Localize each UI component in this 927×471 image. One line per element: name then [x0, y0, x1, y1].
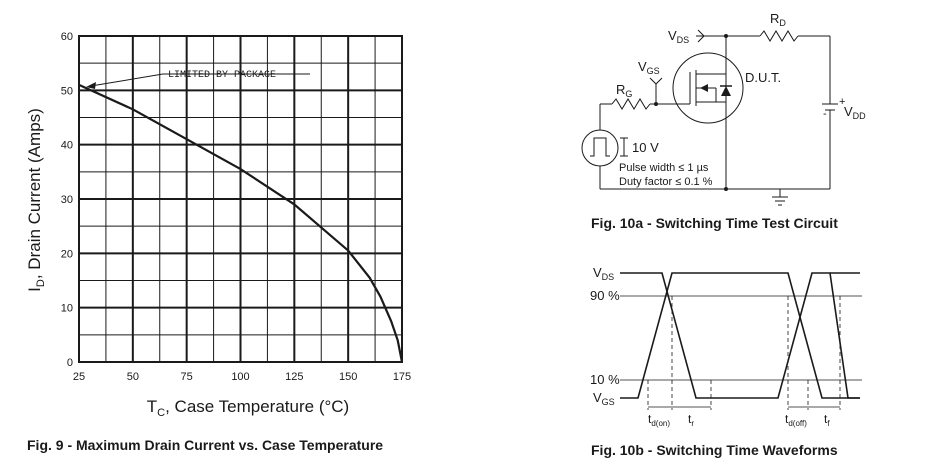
y-tick-label: 0 — [67, 357, 73, 369]
fig10a-test-circuit: VDS RD VGS RG D.U.T. + - VDD 10 V Pulse … — [560, 0, 927, 240]
x-tick-label: 100 — [231, 371, 249, 383]
x-tick-label: 175 — [393, 371, 411, 383]
resistor-rd — [759, 30, 799, 42]
junction-dot — [654, 102, 658, 106]
tf-label: tf — [824, 412, 830, 428]
y-tick-label: 40 — [61, 140, 73, 152]
drain-current-curve — [78, 83, 404, 363]
pulse-waveform-icon — [590, 137, 610, 157]
body-diode — [721, 86, 731, 96]
circuit-svg: VDS RD VGS RG D.U.T. + - VDD 10 V Pulse … — [581, 11, 866, 206]
mosfet-arrow — [700, 84, 708, 92]
pct10-label: 10 % — [590, 372, 620, 387]
pct90-label: 90 % — [590, 288, 620, 303]
fig10b-caption: Fig. 10b - Switching Time Waveforms — [591, 442, 838, 458]
y-tick-label: 60 — [61, 31, 73, 43]
tdoff-label: td(off) — [785, 412, 807, 428]
vgs-probe-arrow — [649, 77, 663, 85]
fig9-caption: Fig. 9 - Maximum Drain Current vs. Case … — [27, 437, 384, 453]
annotation-arrowhead — [86, 82, 96, 89]
fig10a-caption: Fig. 10a - Switching Time Test Circuit — [591, 215, 838, 231]
pulse-amplitude-label: 10 V — [632, 140, 659, 155]
vgs-label: VGS — [638, 59, 660, 76]
y-tick-label: 50 — [61, 85, 73, 97]
vdd-minus-label: - — [823, 108, 827, 120]
fig9-drain-current-chart: 0 10 20 30 40 50 60 25 50 75 100 125 150 175 LIMITED… — [0, 0, 440, 471]
fig10b-switching-waveforms: VDS 90 % 10 % VGS td(on) tr td(off) tf F… — [560, 255, 927, 471]
limited-by-package-label: LIMITED BY PACKAGE — [168, 70, 276, 81]
x-tick-label: 75 — [181, 371, 193, 383]
duty-factor-label: Duty factor ≤ 0.1 % — [619, 176, 713, 188]
vdd-label: VDD — [844, 104, 866, 121]
tr-label: tr — [688, 412, 694, 428]
vdd-plus-label: + — [839, 96, 845, 108]
vds-label: VDS — [668, 28, 689, 45]
y-tick-label: 10 — [61, 303, 73, 315]
x-tick-label: 50 — [127, 371, 139, 383]
rg-label: RG — [616, 82, 632, 99]
x-tick-labels: 25 50 75 100 125 150 175 — [73, 371, 411, 383]
rd-label: RD — [770, 11, 786, 28]
x-tick-label: 150 — [339, 371, 357, 383]
fig9-chart-svg: 0 10 20 30 40 50 60 25 50 75 100 125 150 175 LIMITED… — [25, 31, 411, 419]
junction-dot — [724, 187, 728, 191]
y-axis-label: ID, Drain Current (Amps) — [25, 108, 47, 292]
dut-label: D.U.T. — [745, 70, 781, 85]
vds-arrow — [696, 29, 706, 43]
y-tick-label: 20 — [61, 248, 73, 260]
vds-waveform — [620, 272, 860, 399]
waveform-vds-label: VDS — [593, 265, 614, 282]
x-tick-label: 125 — [285, 371, 303, 383]
dut-mosfet-circle — [672, 52, 744, 124]
junction-dot — [724, 34, 728, 38]
vgs-waveform — [620, 272, 860, 399]
pulse-width-label: Pulse width ≤ 1 µs — [619, 162, 709, 174]
tdon-label: td(on) — [648, 412, 670, 428]
pulse-source-circle — [581, 129, 619, 167]
x-axis-label: TC, Case Temperature (°C) — [147, 397, 349, 419]
y-tick-label: 30 — [61, 194, 73, 206]
waveform-vgs-label: VGS — [593, 390, 615, 407]
waveform-svg: VDS 90 % 10 % VGS td(on) tr td(off) tf — [590, 265, 862, 428]
timing-markers — [647, 296, 841, 410]
y-tick-labels: 0 10 20 30 40 50 60 — [61, 31, 73, 369]
resistor-rg — [611, 98, 651, 110]
annotation-leader — [90, 73, 164, 87]
x-tick-label: 25 — [73, 371, 85, 383]
chart-grid — [78, 35, 403, 363]
